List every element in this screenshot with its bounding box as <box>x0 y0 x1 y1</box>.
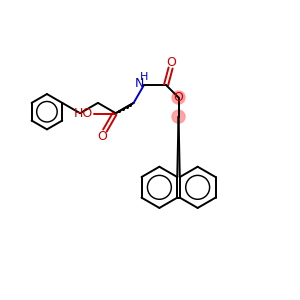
Text: H: H <box>140 72 148 82</box>
Text: O: O <box>174 91 184 104</box>
Text: O: O <box>98 130 107 142</box>
Text: N: N <box>135 77 144 90</box>
Text: HO: HO <box>74 107 93 120</box>
Text: O: O <box>167 56 176 69</box>
Circle shape <box>172 91 185 104</box>
Circle shape <box>172 110 185 123</box>
